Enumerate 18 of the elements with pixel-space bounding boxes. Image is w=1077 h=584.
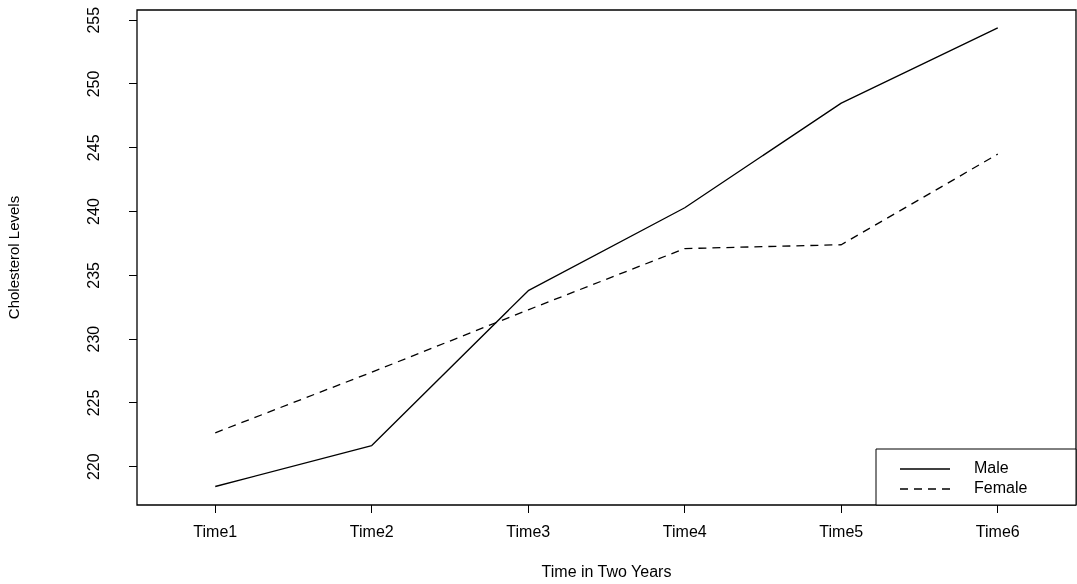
- x-tick-label: Time4: [662, 523, 707, 541]
- y-tick-label: 220: [85, 453, 103, 481]
- y-tick-label: 225: [85, 389, 103, 417]
- x-axis-title: Time in Two Years: [541, 562, 672, 580]
- y-tick-label: 235: [85, 261, 103, 289]
- x-tick-label: Time5: [819, 523, 864, 541]
- x-tick-label: Time2: [349, 523, 394, 541]
- y-tick-label: 250: [85, 70, 103, 98]
- x-tick-label: Time3: [506, 523, 551, 541]
- x-tick-label: Time6: [975, 523, 1020, 541]
- y-tick-label: 230: [85, 325, 103, 353]
- y-tick-label: 240: [85, 198, 103, 225]
- legend-label: Male: [974, 459, 1009, 477]
- legend-label: Female: [974, 479, 1028, 497]
- x-tick-label: Time1: [193, 523, 238, 541]
- y-tick-label: 255: [85, 6, 103, 34]
- y-tick-label: 245: [85, 134, 103, 162]
- y-axis-title: Cholesterol Levels: [5, 195, 23, 320]
